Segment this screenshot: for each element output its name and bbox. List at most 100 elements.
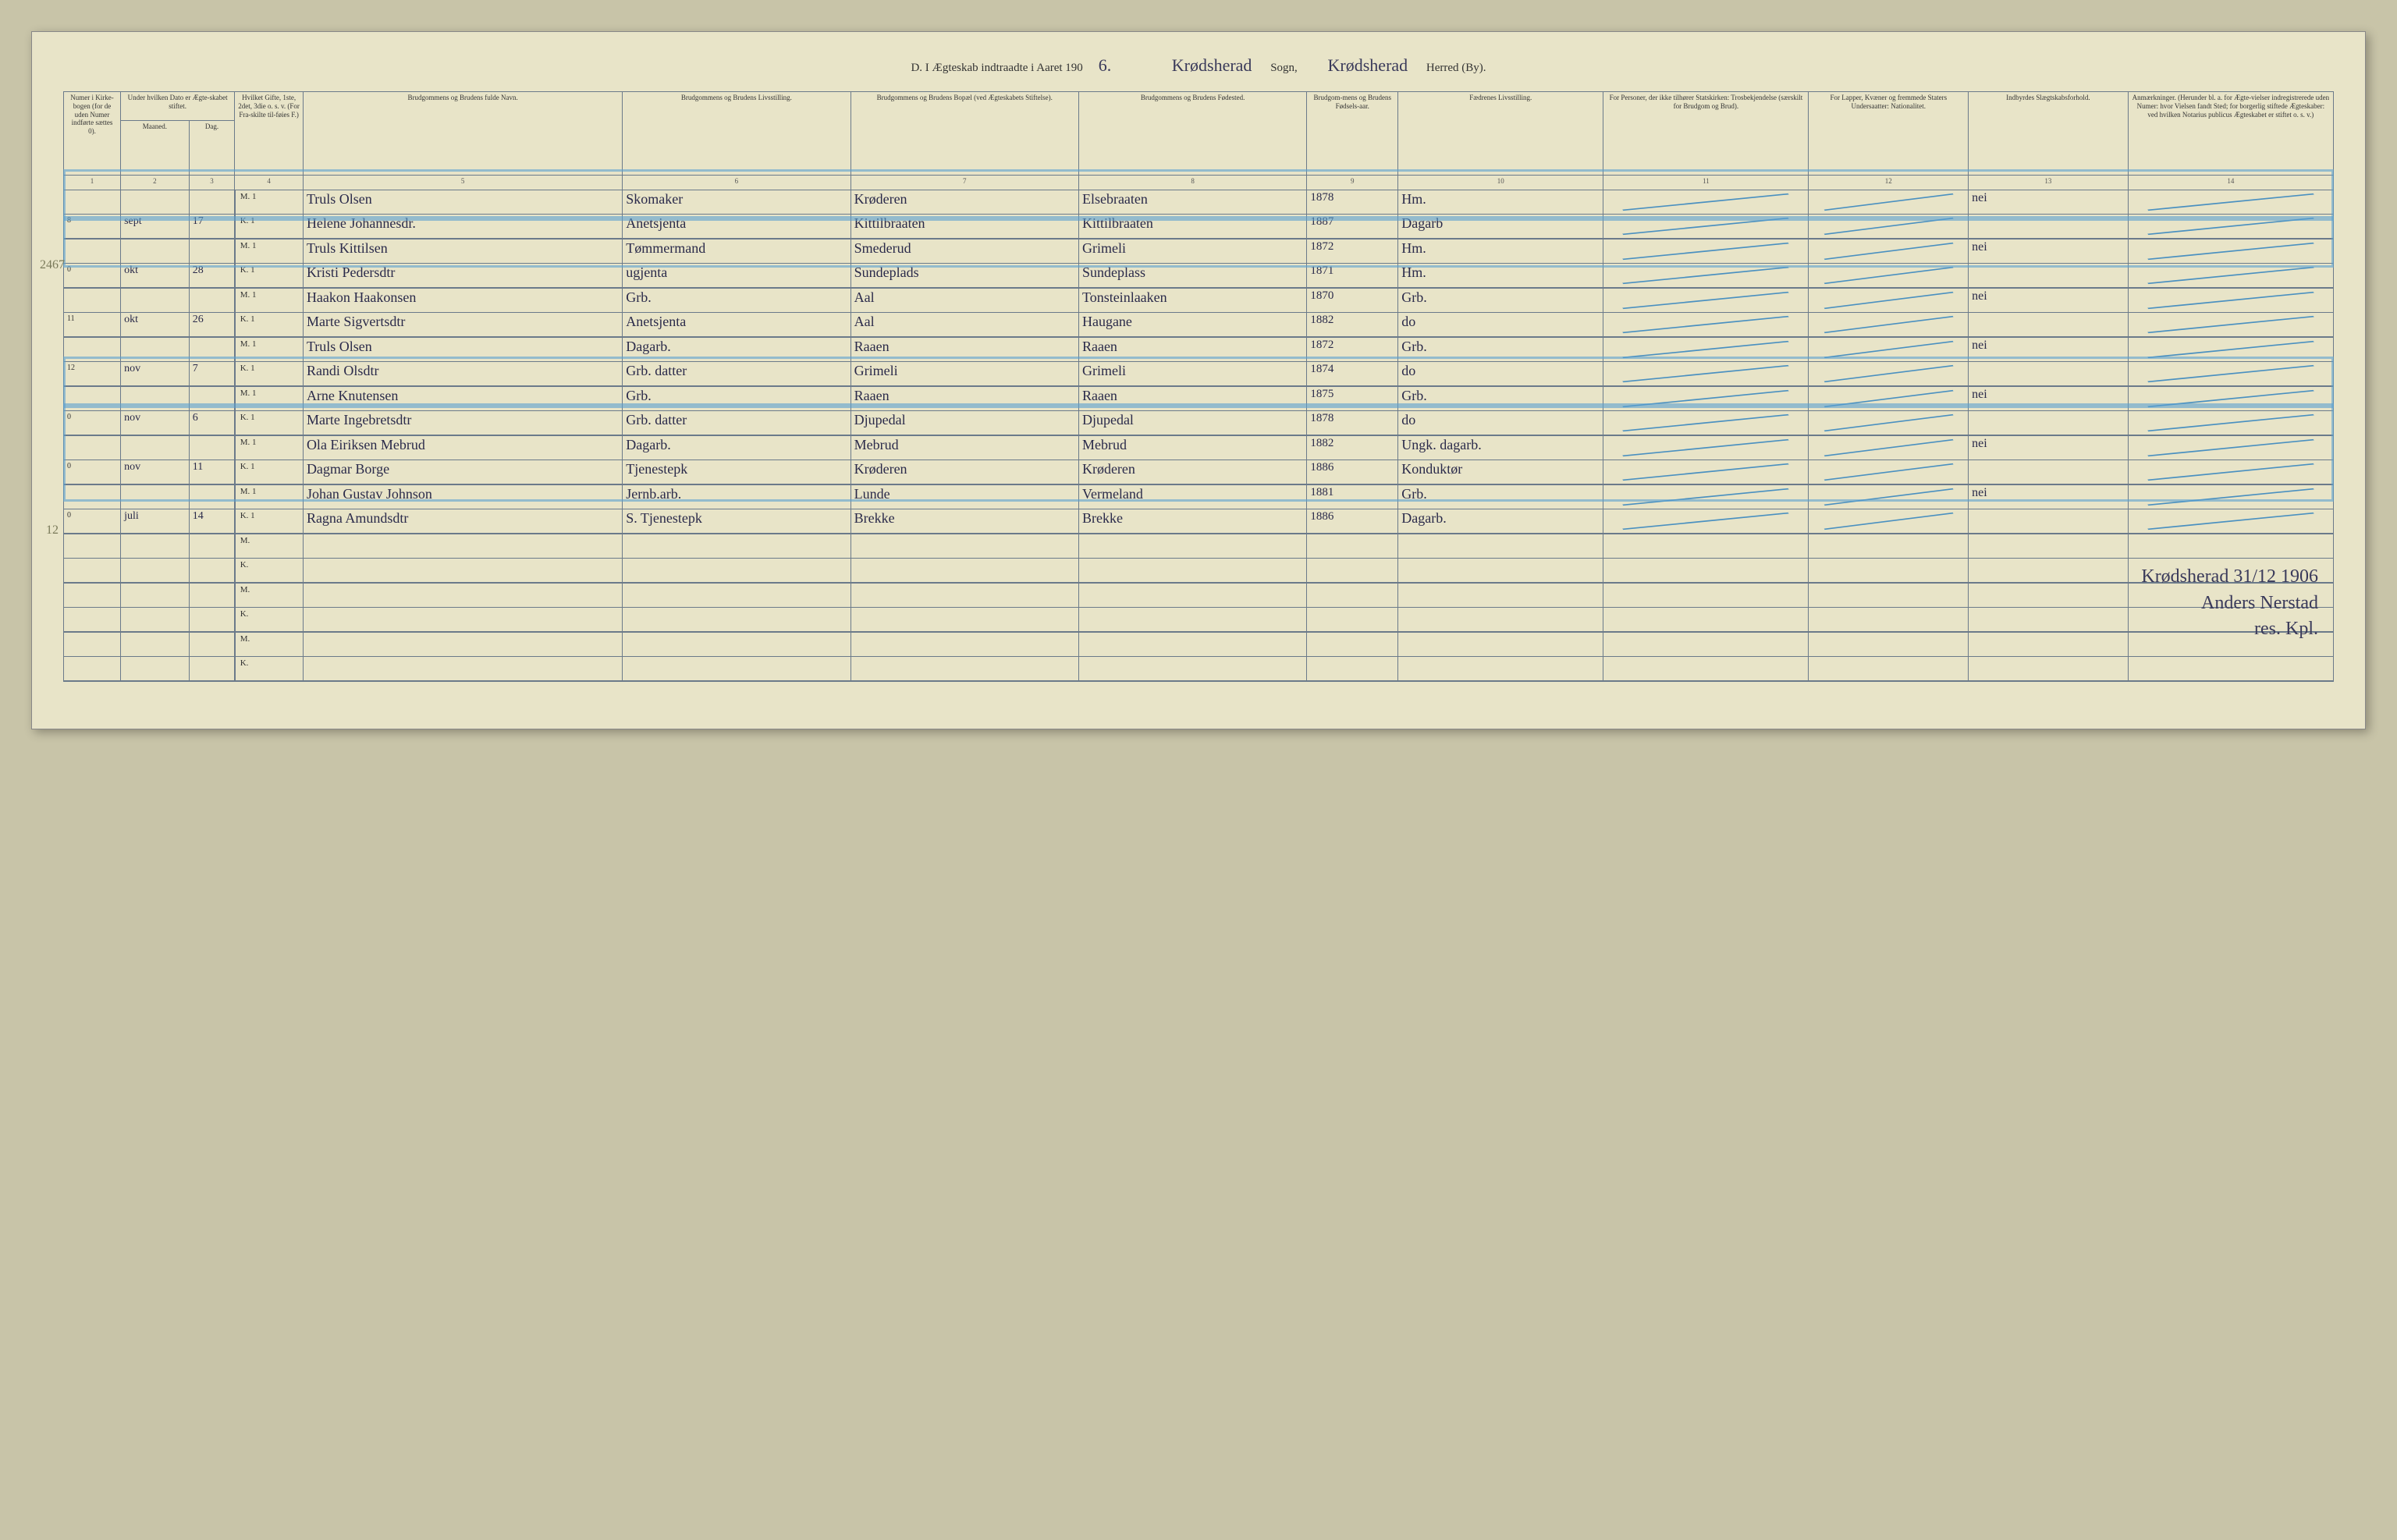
cell [1603,411,1809,436]
cell [121,288,190,313]
cell: 14 [189,509,234,534]
colnum: 13 [1969,176,2129,190]
cell [1809,435,1969,460]
cell [1969,460,2129,485]
diagonal-slash [1817,242,1960,261]
cell [1603,435,1809,460]
cell [189,484,234,509]
cell [1078,608,1306,633]
cell [1603,288,1809,313]
cell [189,583,234,608]
cell [1969,583,2129,608]
cell [2128,239,2333,264]
diagonal-slash [1817,340,1960,359]
cell [121,657,190,682]
cell [2128,657,2333,682]
cell [2128,313,2333,338]
cell [1603,190,1809,215]
cell: Anetsjenta [623,215,850,240]
marriage-register-table: Numer i Kirke-bogen (for de uden Numer i… [63,91,2334,682]
table-wrapper: Numer i Kirke-bogen (for de uden Numer i… [63,91,2334,682]
cell: K. 1 [235,215,304,240]
colnum: 5 [303,176,622,190]
cell [189,190,234,215]
column-number-row: 1 2 3 4 5 6 7 8 9 10 11 12 13 14 [64,176,2334,190]
cell [121,190,190,215]
cell [850,534,1078,559]
cell [2128,190,2333,215]
cell: K. 1 [235,460,304,485]
colnum: 12 [1809,176,1969,190]
diagonal-slash [1817,315,1960,334]
cell [64,435,121,460]
cell [1809,337,1969,362]
herred-handwritten: Krødsherad [1312,55,1424,75]
cell [1398,608,1603,633]
margin-note-2: 12 [46,523,59,538]
cell [623,583,850,608]
cell [1809,583,1969,608]
cell: Grb. [1398,386,1603,411]
diagonal-slash [2139,193,2323,211]
cell [1809,559,1969,584]
cell [2128,264,2333,289]
table-row: M. 1Truls OlsenSkomakerKrøderenElsebraat… [64,190,2334,215]
cell: K. 1 [235,264,304,289]
cell [121,534,190,559]
cell [189,386,234,411]
colnum: 11 [1603,176,1809,190]
cell: nov [121,460,190,485]
table-row: 8sept17K. 1Helene Johannesdr.AnetsjentaK… [64,215,2334,240]
register-page: D. I Ægteskab indtraadte i Aaret 1906. K… [31,31,2366,729]
diagonal-slash [1817,389,1960,408]
cell [1398,632,1603,657]
cell [64,534,121,559]
cell: Truls Kittilsen [303,239,622,264]
col-header-5: Brudgommens og Brudens fulde Navn. [303,92,622,176]
cell: Anetsjenta [623,313,850,338]
col-header-12: For Lapper, Kvæner og fremmede Staters U… [1809,92,1969,176]
cell: 1871 [1307,264,1398,289]
cell: Hm. [1398,264,1603,289]
cell [1969,264,2129,289]
cell: Krøderen [850,460,1078,485]
cell [1969,509,2129,534]
cell: K. 1 [235,411,304,436]
cell: Grimeli [1078,239,1306,264]
cell: Grimeli [850,362,1078,387]
colnum: 2 [121,176,190,190]
cell [1603,583,1809,608]
cell [64,386,121,411]
cell [1969,657,2129,682]
cell [303,534,622,559]
cell [64,632,121,657]
cell: M. [235,534,304,559]
cell [1603,337,1809,362]
cell [1809,484,1969,509]
cell: nei [1969,337,2129,362]
cell: Smederud [850,239,1078,264]
cell: do [1398,362,1603,387]
cell [2128,337,2333,362]
diagonal-slash [2139,340,2323,359]
cell: Grb. [1398,288,1603,313]
cell: Mebrud [850,435,1078,460]
cell [2128,362,2333,387]
cell [1809,215,1969,240]
cell [1307,657,1398,682]
cell [1078,657,1306,682]
diagonal-slash [2139,266,2323,285]
col-header-1: Numer i Kirke-bogen (for de uden Numer i… [64,92,121,176]
cell [623,608,850,633]
cell: S. Tjenestepk [623,509,850,534]
cell: 17 [189,215,234,240]
cell [121,435,190,460]
cell: Marte Sigvertsdtr [303,313,622,338]
diagonal-slash [1614,512,1798,530]
cell: Tømmermand [623,239,850,264]
cell [1809,657,1969,682]
colnum: 10 [1398,176,1603,190]
diagonal-slash [2139,389,2323,408]
diagonal-slash [1817,488,1960,506]
cell [121,386,190,411]
